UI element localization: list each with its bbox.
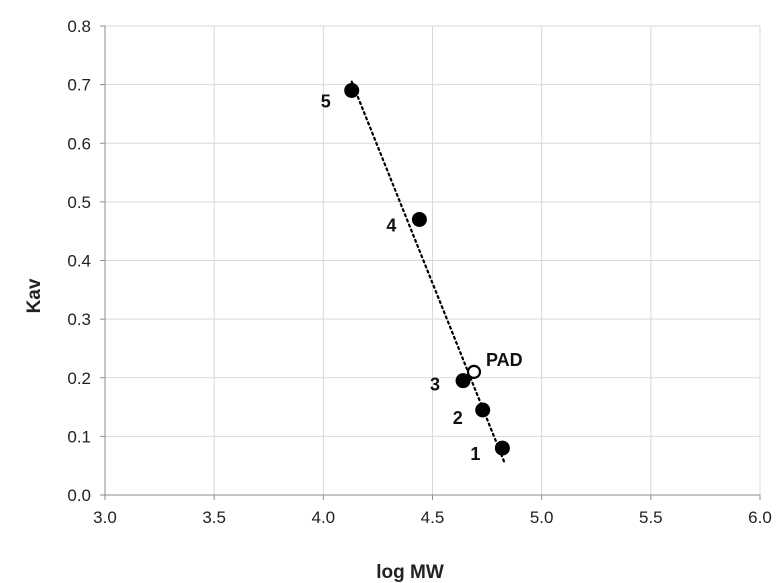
x-tick-label: 5.5 xyxy=(639,508,663,527)
data-point-4 xyxy=(411,211,427,227)
point-label-2: 2 xyxy=(453,408,463,428)
point-label-3: 3 xyxy=(430,375,440,395)
point-label-pad: PAD xyxy=(486,350,523,370)
y-tick-label: 0.6 xyxy=(67,134,91,153)
y-tick-label: 0.2 xyxy=(67,369,91,388)
point-label-1: 1 xyxy=(470,444,480,464)
data-point-1 xyxy=(494,440,510,456)
trendline-group xyxy=(350,80,506,464)
y-tick-label: 0.1 xyxy=(67,427,91,446)
point-label-5: 5 xyxy=(321,91,331,111)
y-tick-label: 0.3 xyxy=(67,310,91,329)
trendline xyxy=(350,80,506,464)
x-tick-label: 6.0 xyxy=(748,508,772,527)
x-tick-label: 3.0 xyxy=(93,508,117,527)
y-axis-title: Kav xyxy=(24,278,45,313)
y-tick-label: 0.7 xyxy=(67,76,91,95)
x-tick-label: 4.5 xyxy=(421,508,445,527)
axes xyxy=(100,25,761,500)
data-point-3 xyxy=(455,373,471,389)
x-tick-label: 5.0 xyxy=(530,508,554,527)
y-tick-label: 0.0 xyxy=(67,486,91,505)
tick-labels: 3.0 3.5 4.0 4.5 5.0 5.5 6.0 0.0 0.1 0.2 0.3 0.4 0.5 0… xyxy=(67,17,771,527)
x-axis-title: log MW xyxy=(376,562,444,583)
y-tick-label: 0.4 xyxy=(67,252,91,271)
data-point-pad xyxy=(466,364,482,379)
y-tick-label: 0.5 xyxy=(67,193,91,212)
gridlines xyxy=(105,25,761,495)
x-tick-label: 4.0 xyxy=(312,508,336,527)
point-labels: 123 4 5 PAD xyxy=(321,91,523,464)
x-tick-label: 3.5 xyxy=(202,508,226,527)
data-point-5 xyxy=(344,82,360,98)
y-tick-label: 0.8 xyxy=(67,17,91,36)
data-point-2 xyxy=(475,402,491,418)
point-label-4: 4 xyxy=(386,215,396,235)
data-points xyxy=(344,82,510,456)
